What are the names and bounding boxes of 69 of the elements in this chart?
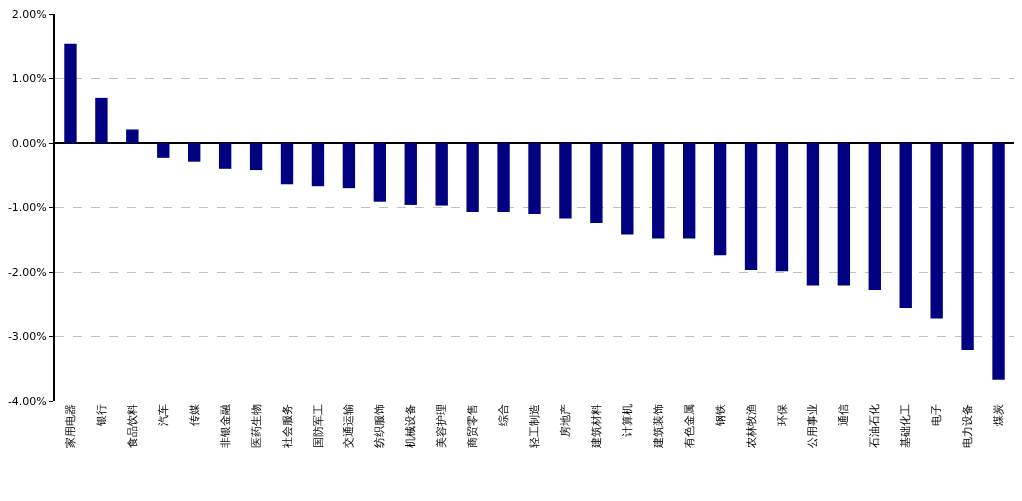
bar <box>559 143 572 219</box>
y-tick-label: -1.00% <box>7 201 47 215</box>
bar <box>497 143 510 213</box>
x-tick-label: 美容护理 <box>435 404 449 449</box>
x-tick-label: 农林牧渔 <box>744 404 758 449</box>
x-tick-label: 综合 <box>497 404 511 427</box>
x-tick-label: 家用电器 <box>64 404 78 449</box>
x-tick-label: 非银金融 <box>218 404 232 449</box>
bar <box>806 143 820 286</box>
x-tick-label: 环保 <box>775 404 789 427</box>
bar <box>590 143 603 223</box>
bar <box>188 143 201 162</box>
y-tick-label: -3.00% <box>7 330 47 344</box>
x-tick-label: 汽车 <box>156 404 170 427</box>
y-tick-label: 2.00% <box>11 7 47 21</box>
bar <box>404 143 417 205</box>
x-tick-label: 纺织服饰 <box>373 404 387 449</box>
bar <box>373 143 387 202</box>
x-tick-label: 钢铁 <box>713 404 727 428</box>
bar <box>95 97 108 143</box>
x-tick-label: 商贸零售 <box>466 404 480 449</box>
x-tick-label: 医药生物 <box>249 404 263 449</box>
bar <box>311 143 325 187</box>
x-tick-label: 建筑装饰 <box>651 404 665 450</box>
x-tick-label: 有色金属 <box>682 404 696 449</box>
bar <box>466 143 479 213</box>
x-tick-label: 传媒 <box>187 404 201 427</box>
y-tick-label: -4.00% <box>7 394 47 408</box>
x-tick-label: 基础化工 <box>899 404 913 449</box>
y-tick-label: -2.00% <box>7 265 47 279</box>
bar <box>157 143 170 158</box>
bar <box>218 143 232 169</box>
x-tick-label: 社会服务 <box>280 404 294 449</box>
bar <box>435 143 448 206</box>
bar <box>64 43 77 143</box>
x-tick-label: 石油石化 <box>868 404 882 449</box>
x-tick-label: 机械设备 <box>404 404 418 449</box>
bar <box>868 143 881 291</box>
bar <box>713 143 727 256</box>
x-tick-label: 建筑材料 <box>589 404 603 450</box>
bar <box>992 143 1005 380</box>
x-tick-label: 电子 <box>930 404 944 427</box>
x-tick-label: 交通运输 <box>342 404 356 449</box>
x-tick-label: 银行 <box>94 404 108 428</box>
bar <box>961 143 974 351</box>
x-tick-label: 公用事业 <box>806 404 820 449</box>
bar <box>621 143 634 235</box>
x-tick-label: 房地产 <box>559 404 573 438</box>
x-tick-label: 食品饮料 <box>125 404 139 449</box>
x-tick-label: 国防军工 <box>311 404 325 449</box>
bar <box>837 143 851 286</box>
bar <box>342 143 356 189</box>
bar <box>775 143 789 272</box>
bar <box>528 143 541 214</box>
y-tick-label: 0.00% <box>11 136 47 150</box>
bar <box>249 143 263 171</box>
x-tick-label: 计算机 <box>620 404 634 438</box>
x-tick-label: 电力设备 <box>961 404 975 449</box>
x-tick-label: 煤炭 <box>992 404 1006 427</box>
bar <box>652 143 665 239</box>
bar <box>744 143 758 271</box>
y-tick-label: 1.00% <box>11 72 47 86</box>
bar <box>899 143 912 309</box>
x-tick-label: 通信 <box>837 404 851 427</box>
bar <box>280 143 294 185</box>
bar <box>126 129 139 143</box>
bar <box>682 143 696 239</box>
bar <box>930 143 943 319</box>
x-tick-label: 轻工制造 <box>528 404 542 449</box>
